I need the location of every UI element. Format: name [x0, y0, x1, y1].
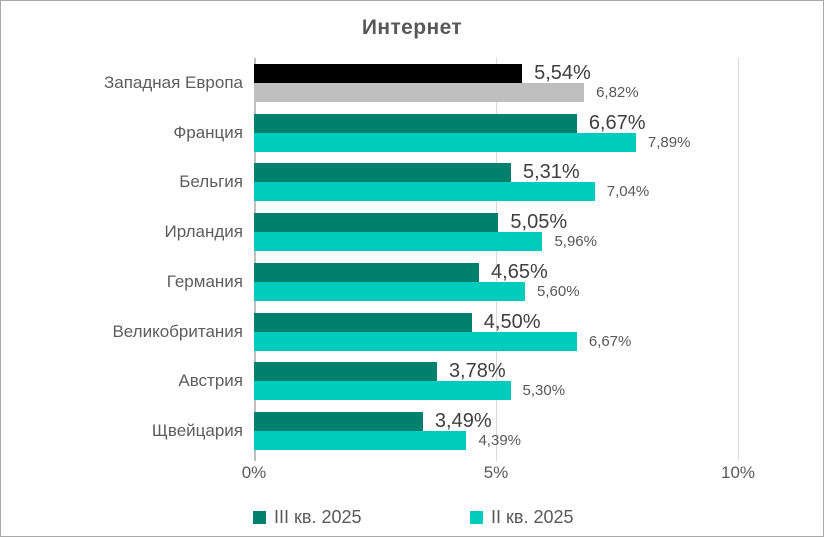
category-label: Бельгия: [179, 172, 243, 192]
value-label-series2: 5,30%: [522, 382, 566, 400]
bar-series1: [254, 113, 577, 133]
bar-series1: [254, 213, 499, 233]
category-label: Западная Европа: [103, 72, 243, 92]
legend-swatch-q3-2025: [253, 511, 266, 524]
chart-title: Интернет: [361, 16, 463, 39]
legend-label-q2-2025: II кв. 2025: [491, 507, 574, 527]
bar-series2: [254, 132, 636, 152]
bar-series1: [254, 163, 511, 183]
bar-series2: [254, 281, 526, 301]
value-label-series2: 7,89%: [647, 133, 691, 151]
value-label-series2: 5,96%: [554, 233, 597, 251]
legend-label-q3-2025: III кв. 2025: [274, 507, 362, 527]
plot-area: 5,54% 6,82% 6,67% 7,89% 5,31% 7,04% 5,05% 5,96%…: [254, 58, 746, 461]
value-label-series2: 6,82%: [596, 83, 639, 101]
category-label: Франция: [173, 122, 243, 142]
value-label-series2: 6,67%: [588, 332, 632, 350]
category-label: Австрия: [178, 371, 243, 391]
x-tick-label: 10%: [720, 463, 756, 482]
legend-swatch-q2-2025: [470, 511, 483, 524]
category-label: Ирландия: [164, 222, 243, 242]
value-label-series1: 5,54%: [534, 61, 591, 84]
value-label-series1: 3,49%: [434, 410, 492, 433]
bar-series2: [254, 381, 511, 401]
bar-series2: [254, 82, 585, 102]
value-label-series2: 4,39%: [478, 432, 522, 450]
y-axis-line: [254, 58, 256, 461]
legend-item-q3-2025: III кв. 2025: [253, 507, 362, 528]
gridline-10: [738, 58, 739, 461]
bar-series1: [254, 312, 472, 332]
x-tick-label: 5%: [483, 463, 509, 482]
x-tick-label: 0%: [241, 463, 267, 482]
category-label: Великобритания: [112, 321, 243, 341]
bar-series2: [254, 182, 595, 202]
value-label-series1: 4,65%: [491, 260, 548, 283]
value-label-series1: 3,78%: [448, 360, 506, 383]
bar-series2: [254, 431, 467, 451]
legend-item-q2-2025: II кв. 2025: [470, 507, 574, 528]
category-axis: Западная Европа Франция Бельгия Ирландия Гер…: [1, 58, 243, 456]
gridline-5: [496, 58, 497, 461]
value-label-series1: 5,05%: [510, 211, 568, 234]
bar-series1: [254, 262, 480, 282]
bar-series1: [254, 362, 437, 382]
category-label: Щвейцария: [151, 421, 243, 441]
value-label-series2: 5,60%: [537, 282, 580, 300]
bar-series2: [254, 232, 543, 252]
value-label-series2: 7,04%: [606, 183, 650, 201]
value-label-series1: 6,67%: [588, 111, 646, 134]
bar-series1: [254, 412, 423, 432]
category-label: Германия: [166, 271, 243, 291]
value-label-series1: 4,50%: [483, 310, 541, 333]
bar-series1: [254, 63, 523, 83]
value-label-series1: 5,31%: [523, 161, 580, 184]
bar-series2: [254, 331, 577, 351]
